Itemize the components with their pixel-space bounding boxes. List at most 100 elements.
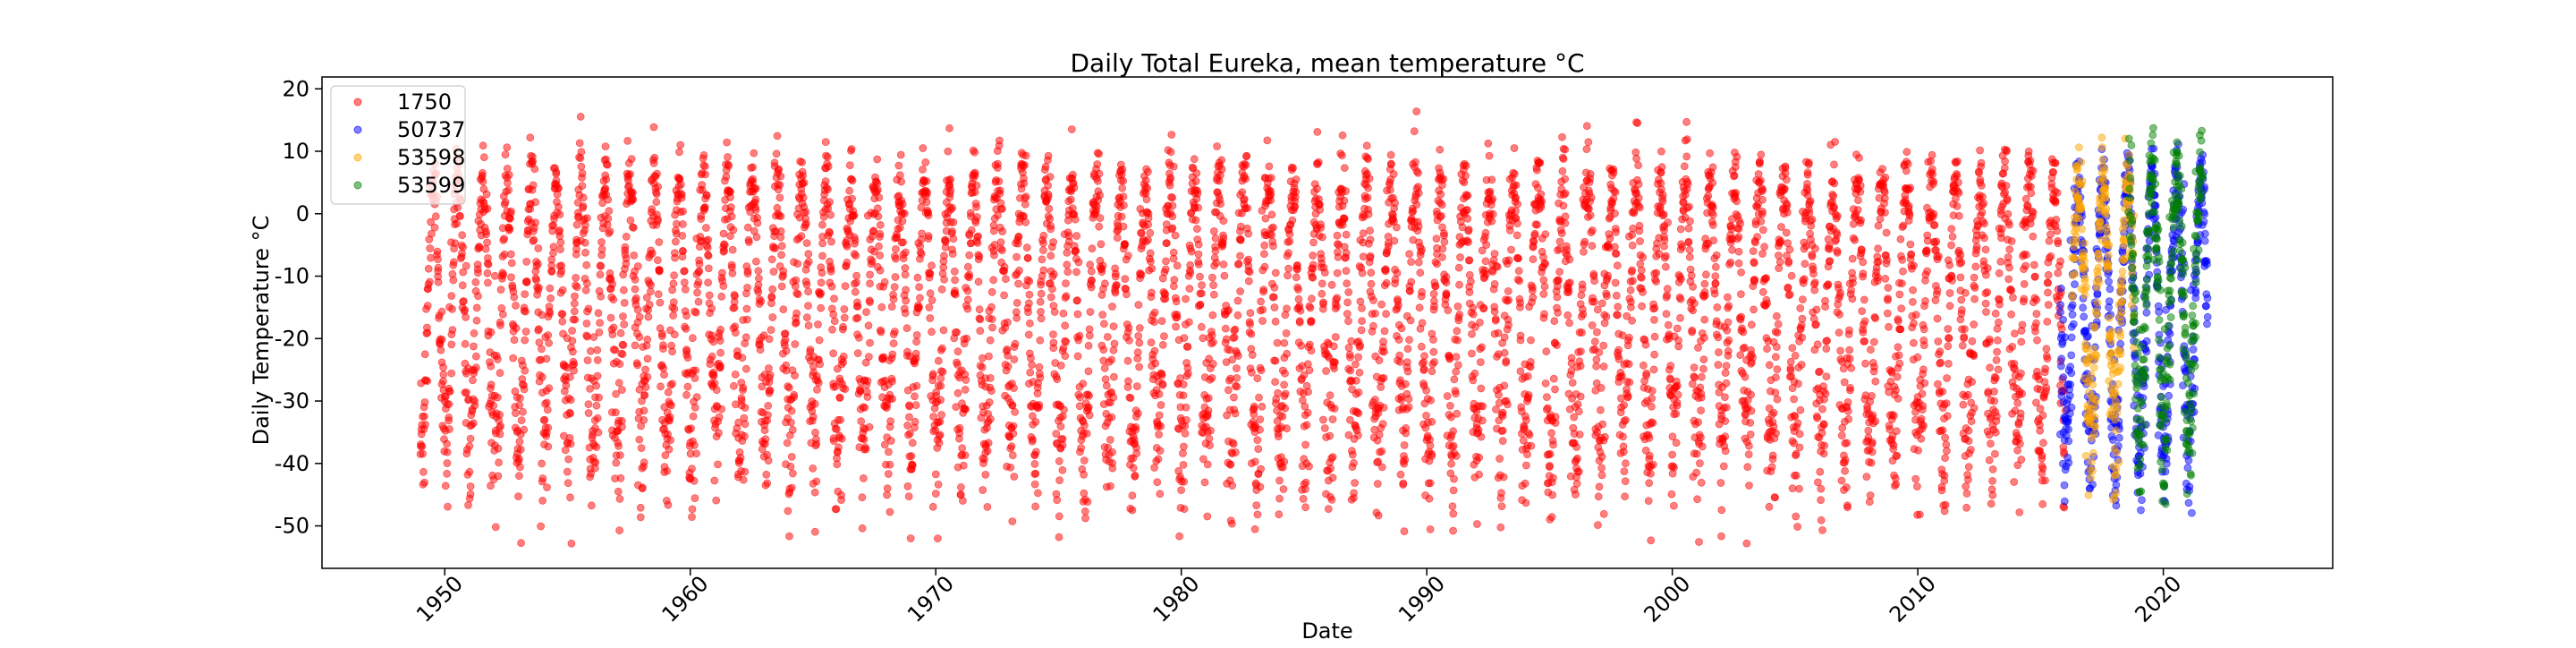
data-point — [1009, 422, 1018, 431]
data-point — [669, 279, 678, 288]
data-point — [1180, 505, 1189, 514]
data-point — [1250, 410, 1258, 419]
data-point — [1194, 240, 1203, 249]
data-point — [1231, 325, 1240, 334]
data-point — [1790, 395, 1798, 404]
data-point — [1085, 331, 1094, 340]
data-point — [1317, 224, 1325, 232]
data-point — [584, 409, 593, 417]
data-point — [1313, 184, 1321, 193]
data-point — [627, 155, 636, 164]
data-point — [754, 287, 763, 296]
data-point — [622, 254, 631, 263]
data-point — [1359, 229, 1368, 238]
data-point — [902, 248, 910, 257]
data-point — [763, 479, 772, 488]
data-point — [1007, 442, 1016, 451]
data-point — [538, 345, 546, 354]
data-point — [731, 292, 739, 301]
data-point — [704, 235, 713, 244]
data-point — [1666, 362, 1675, 371]
data-point — [1447, 459, 1455, 468]
data-point — [1814, 478, 1822, 487]
data-point — [1554, 276, 1563, 285]
data-point — [680, 278, 689, 287]
data-point — [688, 505, 697, 514]
data-point — [902, 296, 911, 305]
data-point — [482, 190, 491, 199]
data-point — [848, 194, 856, 203]
data-point — [1021, 217, 1030, 226]
data-point — [631, 275, 640, 284]
data-point — [1135, 338, 1144, 347]
data-point — [1292, 261, 1301, 270]
data-point — [776, 226, 785, 235]
data-point — [1069, 170, 1077, 179]
data-point — [723, 138, 731, 147]
data-point — [912, 381, 921, 390]
data-point — [1470, 369, 1479, 378]
data-point — [883, 490, 891, 499]
data-point — [557, 261, 566, 270]
data-point — [771, 243, 780, 252]
data-point — [1060, 405, 1068, 414]
data-point — [948, 227, 956, 235]
data-point — [1161, 289, 1169, 298]
data-point — [1263, 136, 1272, 145]
data-point — [1660, 242, 1668, 251]
data-point — [1599, 509, 1608, 518]
data-point — [666, 436, 675, 445]
data-point — [784, 507, 792, 516]
data-point — [1548, 490, 1556, 499]
data-point — [924, 234, 933, 243]
data-point — [1620, 401, 1628, 410]
data-point — [631, 294, 640, 303]
data-point — [1833, 212, 1842, 220]
data-point — [636, 503, 645, 512]
data-point — [572, 250, 580, 259]
data-point — [1260, 241, 1269, 250]
data-point — [1244, 255, 1253, 264]
data-point — [973, 213, 981, 221]
data-point — [1819, 382, 1827, 391]
data-point — [787, 452, 796, 461]
data-point — [538, 459, 546, 468]
data-point — [1645, 433, 1654, 442]
data-point — [645, 300, 654, 309]
data-point — [1820, 441, 1829, 450]
data-point — [1414, 168, 1422, 177]
data-point — [1409, 207, 1418, 216]
data-point — [1746, 418, 1755, 427]
data-point — [911, 349, 920, 358]
data-point — [972, 202, 980, 211]
data-point — [441, 392, 450, 401]
data-point — [775, 165, 784, 174]
data-point — [1639, 252, 1648, 261]
data-point — [522, 277, 531, 286]
data-point — [1477, 432, 1486, 441]
data-point — [614, 441, 623, 450]
data-point — [1072, 268, 1080, 277]
data-point — [767, 326, 775, 335]
data-point — [470, 342, 478, 351]
data-point — [951, 276, 959, 285]
data-point — [586, 384, 594, 393]
data-point — [538, 497, 547, 505]
data-point — [1516, 331, 1525, 340]
data-point — [1769, 422, 1778, 431]
data-point — [1309, 252, 1318, 260]
data-point — [806, 345, 815, 354]
data-point — [529, 181, 538, 190]
data-point — [1253, 374, 1262, 383]
data-point — [1697, 433, 1705, 442]
data-point — [850, 211, 859, 220]
data-point — [487, 482, 495, 490]
data-point — [884, 470, 893, 478]
data-point — [817, 289, 826, 298]
data-point — [1673, 324, 1682, 333]
data-point — [824, 162, 833, 171]
data-point — [586, 346, 595, 355]
data-point — [1077, 444, 1085, 452]
data-point — [1797, 320, 1806, 329]
